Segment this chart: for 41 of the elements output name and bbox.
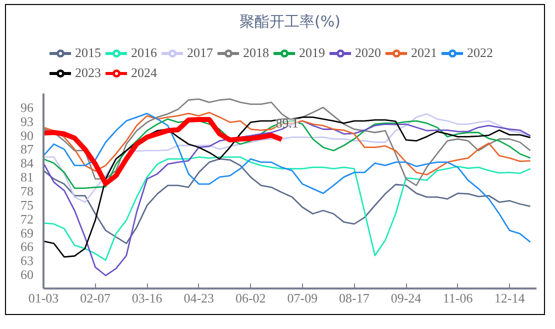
chart-title: 聚酯开工率(%) [240, 12, 340, 30]
line-series [44, 98, 531, 186]
y-tick-label: 84 [20, 156, 34, 171]
legend-label: 2016 [131, 45, 157, 61]
x-tick-label: 02-07 [80, 290, 111, 306]
line-series [44, 156, 531, 261]
y-tick-label: 87 [20, 142, 34, 157]
x-tick-label: 11-06 [442, 290, 474, 306]
y-tick-label: 66 [20, 239, 34, 254]
y-tick-label: 78 [20, 184, 34, 198]
y-tick-label: 90 [20, 128, 34, 143]
x-tick-label: 04-23 [184, 290, 214, 306]
legend-label: 2017 [187, 45, 213, 61]
x-tick-label: 07-09 [287, 290, 318, 306]
line-series [44, 158, 531, 244]
legend-label: 2018 [243, 45, 269, 61]
x-tick-label: 01-03 [28, 290, 59, 306]
legend-label: 2021 [411, 45, 437, 61]
legend-label: 2022 [467, 45, 493, 61]
legend-label: 2020 [355, 45, 381, 61]
line-series [44, 118, 531, 189]
legend-label: 2024 [131, 65, 157, 81]
y-tick-label: 72 [20, 211, 34, 226]
y-tick-label: 96 [20, 100, 34, 115]
y-tick-label: 63 [20, 253, 34, 268]
y-tick-label: 69 [20, 225, 34, 240]
y-tick-label: 81 [20, 170, 34, 185]
legend-label: 2015 [75, 45, 101, 61]
y-tick-label: 60 [20, 267, 34, 282]
legend-label: 2023 [75, 65, 101, 81]
x-tick-label: 03-16 [132, 290, 163, 306]
x-tick-label: 06-02 [235, 290, 266, 306]
y-tick-label: 93 [20, 114, 34, 129]
x-tick-label: 12-14 [494, 290, 526, 306]
x-tick-label: 09-24 [390, 290, 422, 306]
y-tick-label: 75 [20, 197, 34, 212]
line-series [44, 113, 531, 203]
legend-label: 2019 [299, 45, 325, 61]
x-tick-label: 08-17 [339, 290, 370, 306]
line-series [44, 112, 531, 176]
data-label: 89.1 [276, 115, 298, 130]
